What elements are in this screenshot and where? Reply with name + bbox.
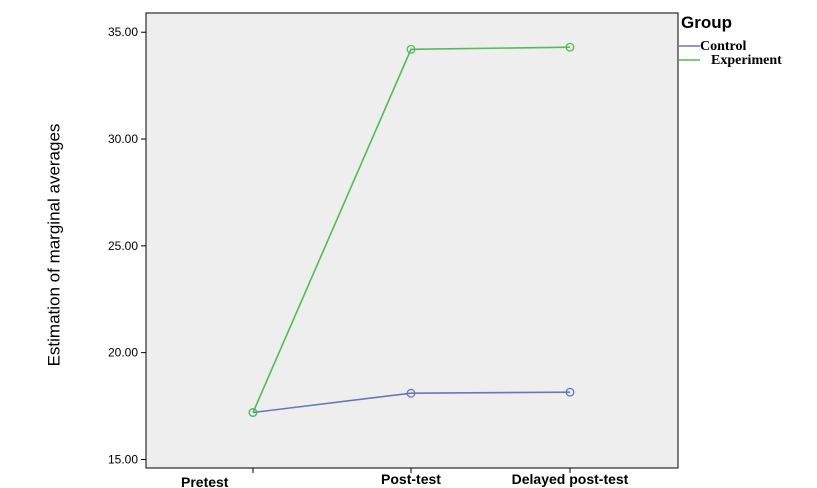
x-axis: Pretest Post-test Delayed post-test — [181, 468, 629, 488]
y-tick-label: 30.00 — [108, 132, 138, 146]
legend-title: Group — [681, 13, 732, 32]
legend-label-experiment: Experiment — [711, 53, 782, 68]
series-layer — [248, 42, 575, 417]
y-tick-label: 25.00 — [108, 239, 138, 253]
series-line-control — [252, 391, 571, 414]
y-axis-label: Estimation of marginal averages — [44, 124, 63, 367]
x-tick-label: Post-test — [381, 471, 441, 487]
y-tick-label: 15.00 — [108, 452, 138, 466]
y-tick-label: 20.00 — [108, 346, 138, 360]
data-point-experiment — [565, 42, 575, 52]
x-tick-label: Pretest — [181, 474, 229, 488]
data-point-experiment — [406, 44, 416, 54]
series-line-experiment — [252, 46, 571, 413]
legend-label-control: Control — [700, 39, 747, 54]
x-tick-label: Delayed post-test — [512, 471, 629, 487]
data-point-control — [406, 388, 416, 398]
y-tick-label: 35.00 — [108, 25, 138, 39]
y-axis: 15.00 20.00 25.00 30.00 35.00 — [108, 25, 146, 466]
data-point-experiment — [248, 408, 258, 417]
plot-area — [145, 12, 679, 469]
data-point-control — [565, 387, 575, 397]
